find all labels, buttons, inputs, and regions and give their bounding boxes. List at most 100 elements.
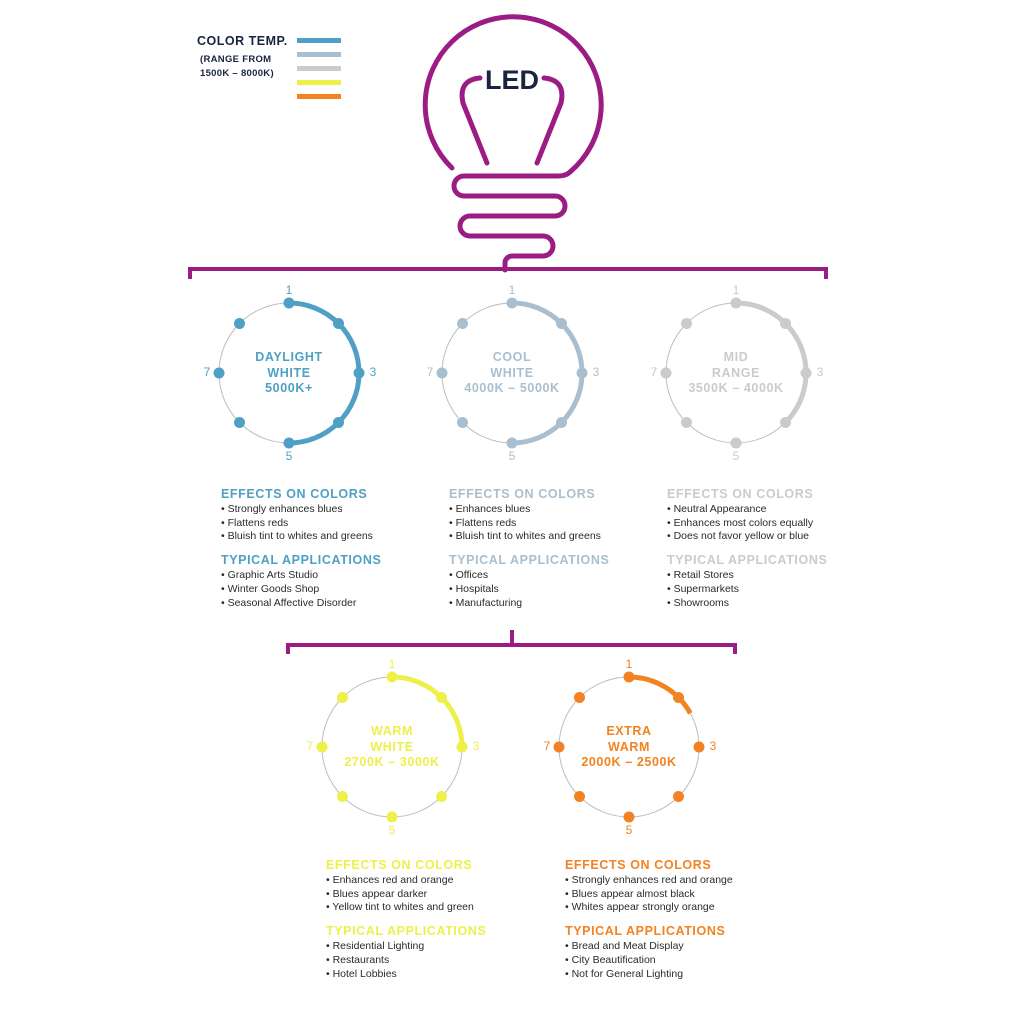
dial-label-range: 5000K+ [265,381,313,395]
dial-position-label: 1 [388,657,396,671]
dial-dot [436,367,448,379]
color-temp-dial [213,297,365,449]
dial-label-range: 2000K – 2500K [581,755,677,769]
applications-item: Hotel Lobbies [326,968,556,982]
effects-heading: EFFECTS ON COLORS [221,487,368,501]
dial-dot [673,692,684,703]
applications-item: Showrooms [667,597,897,611]
effects-item: Enhances blues [449,503,679,517]
dial-position-label: 3 [592,365,600,379]
dial-position-label: 1 [285,283,293,297]
dial-label-range: 4000K – 5000K [464,381,560,395]
led-bulb-icon [422,14,604,273]
applications-heading: TYPICAL APPLICATIONS [667,553,828,568]
applications-item: Hospitals [449,583,679,597]
legend-title: COLOR TEMP. [197,34,288,48]
dial-center-label: MID RANGE 3500K – 4000K [656,350,816,397]
legend-swatch [297,94,341,99]
effects-item: Flattens reds [449,517,679,531]
effects-list: Strongly enhances red and orangeBlues ap… [565,874,795,915]
effects-item: Whites appear strongly orange [565,901,795,915]
legend-swatch [297,80,341,85]
dial-dot [730,437,742,449]
effects-item: Strongly enhances red and orange [565,874,795,888]
dial-position-label: 7 [426,365,434,379]
effects-list: Strongly enhances bluesFlattens redsBlui… [221,503,451,544]
dial-dot [556,318,567,329]
dial-dot [556,417,567,428]
dial-center-label: COOL WHITE 4000K – 5000K [432,350,592,397]
dial-position-label: 3 [369,365,377,379]
info-block: EFFECTS ON COLORS Neutral AppearanceEnhan… [667,487,897,619]
effects-item: Bluish tint to whites and greens [449,530,679,544]
dial-label-range: 3500K – 4000K [688,381,784,395]
applications-heading: TYPICAL APPLICATIONS [326,924,487,939]
dial-dot [333,318,344,329]
dial-dot [576,367,588,379]
applications-item: Restaurants [326,954,556,968]
effects-heading: EFFECTS ON COLORS [667,487,814,501]
dial-position-label: 3 [816,365,824,379]
dial-position-label: 7 [203,365,211,379]
effects-item: Bluish tint to whites and greens [221,530,451,544]
info-block: EFFECTS ON COLORS Strongly enhances blues… [221,487,451,619]
dial-dot [386,671,398,683]
applications-item: Supermarkets [667,583,897,597]
dial-dot [283,437,295,449]
dial-dot [681,318,692,329]
dial-label-line1: DAYLIGHT [255,350,323,364]
legend-swatch [297,66,341,71]
dial-center-label: DAYLIGHT WHITE 5000K+ [209,350,369,397]
dial-label-line2: WHITE [370,739,414,754]
applications-item: Offices [449,569,679,583]
effects-heading: EFFECTS ON COLORS [449,487,596,501]
dial-dot [574,692,585,703]
applications-item: Winter Goods Shop [221,583,451,597]
color-temp-dial [660,297,812,449]
effects-list: Enhances bluesFlattens redsBluish tint t… [449,503,679,544]
effects-item: Blues appear almost black [565,888,795,902]
info-block: EFFECTS ON COLORS Enhances bluesFlattens … [449,487,679,619]
applications-list: Residential LightingRestaurantsHotel Lob… [326,940,556,981]
color-temp-dial [436,297,588,449]
applications-item: Not for General Lighting [565,968,795,982]
dial-position-label: 5 [285,449,293,463]
applications-item: Residential Lighting [326,940,556,954]
dial-dot [730,297,742,309]
info-block: EFFECTS ON COLORS Strongly enhances red a… [565,858,795,990]
applications-item: City Beautification [565,954,795,968]
dial-dot [234,318,245,329]
dial-label-line1: MID [723,350,749,364]
effects-item: Flattens reds [221,517,451,531]
dial-position-label: 7 [306,739,314,753]
dial-dot [333,417,344,428]
applications-heading: TYPICAL APPLICATIONS [221,553,382,568]
dial-dot [337,791,348,802]
dial-dot [623,671,635,683]
effects-list: Neutral AppearanceEnhances most colors e… [667,503,897,544]
dial-dot [436,791,447,802]
dial-dot [780,318,791,329]
dial-dot [436,692,447,703]
dial-label-line1: WARM [371,724,413,738]
dial-position-label: 5 [508,449,516,463]
dial-dot [337,692,348,703]
legend-swatch [297,38,341,43]
dial-dot [623,811,635,823]
effects-item: Enhances red and orange [326,874,556,888]
dial-dot [386,811,398,823]
dial-position-label: 5 [732,449,740,463]
applications-list: Bread and Meat DisplayCity Beautificatio… [565,940,795,981]
applications-item: Retail Stores [667,569,897,583]
dial-label-line2: WHITE [490,365,534,380]
dial-position-label: 7 [650,365,658,379]
legend-subtitle-line: (RANGE FROM [200,54,272,65]
dial-arc [735,300,809,425]
effects-heading: EFFECTS ON COLORS [326,858,473,872]
dial-position-label: 5 [388,823,396,837]
bottom-bracket [286,630,737,654]
dial-dot [574,791,585,802]
dial-dot [506,297,518,309]
legend-subtitle: (RANGE FROM 1500K – 8000K) [200,53,274,81]
applications-heading: TYPICAL APPLICATIONS [565,924,726,939]
